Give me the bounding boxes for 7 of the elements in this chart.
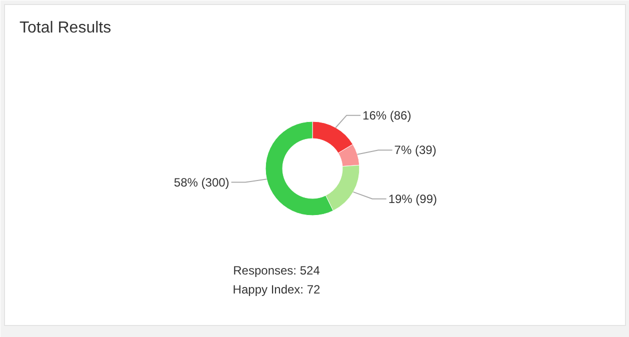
data-label: 58% (300)	[174, 175, 230, 190]
data-label: 19% (99)	[388, 192, 438, 206]
data-label: 16% (86)	[362, 108, 412, 122]
text: Happy Index: 72	[232, 282, 321, 296]
chart-title: Total Results	[20, 20, 112, 36]
data-label: 7% (39)	[394, 143, 436, 158]
text: Responses: 524	[233, 264, 320, 278]
